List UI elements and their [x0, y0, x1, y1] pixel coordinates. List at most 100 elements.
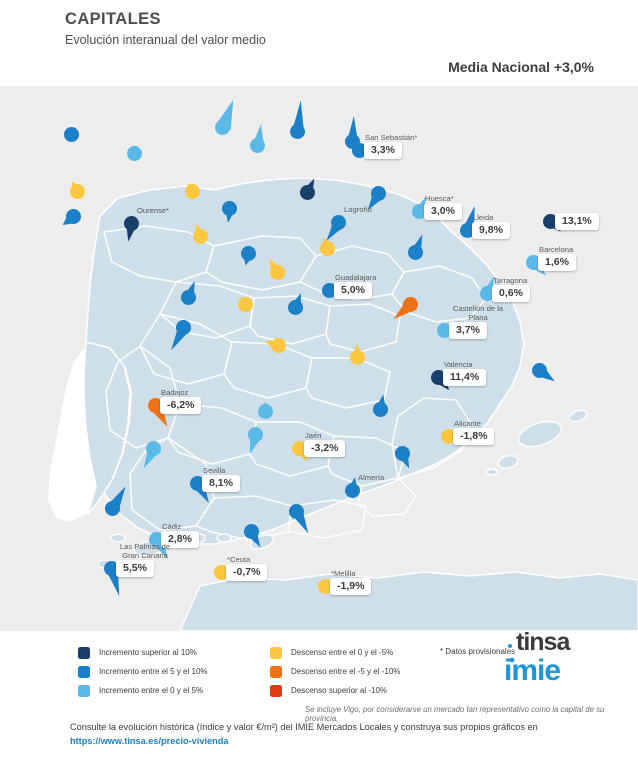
- marker-city-label: Guadalajara: [335, 273, 377, 282]
- marker-value-chip: 3,3%: [364, 142, 402, 159]
- legend: Incremento superior al 10% Incremento ent…: [0, 645, 638, 707]
- marker-city-label: Badajoz: [161, 388, 189, 397]
- national-average-label: Media Nacional +3,0%: [448, 59, 594, 75]
- marker-pin[interactable]: [64, 127, 79, 142]
- legend-label: Incremento superior al 10%: [99, 648, 197, 657]
- spain-map-shape: .land{fill:#cfdfe9;stroke:#ffffff;stroke…: [48, 177, 638, 631]
- marker-city-label: Cádiz: [162, 522, 182, 531]
- marker-pin[interactable]: [441, 429, 456, 444]
- legend-label: Descenso superior al -10%: [291, 686, 388, 695]
- marker-city-label: Alicante: [454, 419, 482, 428]
- marker-pin[interactable]: [480, 286, 495, 301]
- marker-pin[interactable]: [149, 532, 164, 547]
- svg-text:tinsa: tinsa: [516, 628, 571, 656]
- marker-value-chip: 0,6%: [492, 285, 530, 302]
- marker-pin[interactable]: [322, 283, 337, 298]
- marker-pin[interactable]: [176, 320, 191, 335]
- marker-value-chip: -1,8%: [453, 428, 495, 445]
- marker-pin[interactable]: [543, 214, 558, 229]
- marker-pin[interactable]: [148, 398, 163, 413]
- marker-city-label: Lleida: [473, 213, 494, 222]
- marker-pin[interactable]: [352, 143, 367, 158]
- marker-pin[interactable]: [104, 561, 119, 576]
- marker-pin[interactable]: [395, 446, 410, 461]
- marker-pin[interactable]: [526, 255, 541, 270]
- marker-pin[interactable]: [345, 483, 360, 498]
- marker-pin[interactable]: [290, 124, 305, 139]
- marker-value-chip: 11,4%: [443, 369, 487, 386]
- marker-pin[interactable]: [193, 229, 208, 244]
- marker-pin[interactable]: [373, 402, 388, 417]
- marker-pin[interactable]: [190, 476, 205, 491]
- marker-pin[interactable]: [66, 209, 81, 224]
- marker-pin[interactable]: [244, 524, 259, 539]
- marker-pin[interactable]: [215, 120, 230, 135]
- marker-pin[interactable]: [331, 215, 346, 230]
- footer-link[interactable]: https://www.tinsa.es/precio-vivienda: [70, 736, 229, 746]
- marker-value-chip: -3,2%: [304, 440, 346, 457]
- marker-pin[interactable]: [214, 565, 229, 580]
- marker-pin[interactable]: [241, 246, 256, 261]
- legend-label: Descenso entre el 0 y el -5%: [291, 648, 394, 657]
- marker-pin[interactable]: [127, 146, 142, 161]
- marker-city-label: Valencia: [444, 360, 473, 369]
- marker-pin[interactable]: [371, 186, 386, 201]
- marker-pin[interactable]: [408, 245, 423, 260]
- marker-pin[interactable]: [238, 297, 253, 312]
- marker-city-label: *Ceuta: [227, 555, 251, 564]
- marker-city-label: Huesca*: [425, 194, 454, 203]
- marker-value-chip: 3,0%: [424, 203, 462, 220]
- legend-swatch: [270, 647, 282, 659]
- legend-label: Incremento entre el 5 y el 10%: [99, 667, 208, 676]
- marker-pin[interactable]: [146, 441, 161, 456]
- marker-city-label: Jaén: [305, 431, 322, 440]
- marker-pin[interactable]: [105, 501, 120, 516]
- marker-city-label: *Melilla: [331, 569, 356, 578]
- marker-pin[interactable]: [431, 370, 446, 385]
- marker-pin[interactable]: [532, 363, 547, 378]
- marker-pin[interactable]: [70, 184, 85, 199]
- marker-pin[interactable]: [320, 241, 335, 256]
- marker-pin[interactable]: [412, 204, 427, 219]
- marker-pin[interactable]: [403, 297, 418, 312]
- marker-pin[interactable]: [124, 216, 139, 231]
- map-footnote: Se incluye Vigo, por considerarse un mer…: [305, 705, 605, 723]
- marker-pin[interactable]: [222, 201, 237, 216]
- legend-swatch: [270, 685, 282, 697]
- marker-pin[interactable]: [271, 338, 286, 353]
- marker-pin[interactable]: [292, 441, 307, 456]
- marker-pin[interactable]: [318, 579, 333, 594]
- marker-pin[interactable]: [185, 184, 200, 199]
- legend-provisional-note: * Datos provisionales: [440, 647, 516, 656]
- marker-pin[interactable]: [248, 427, 263, 442]
- marker-pin[interactable]: [258, 404, 273, 419]
- map-container: .land{fill:#cfdfe9;stroke:#ffffff;stroke…: [0, 86, 638, 723]
- marker-pin[interactable]: [181, 290, 196, 305]
- legend-swatch: [78, 647, 90, 659]
- marker-city-label: Barcelona: [539, 245, 574, 254]
- marker-value-chip: 1,6%: [538, 254, 576, 271]
- header: CAPITALES Evolución interanual del valor…: [0, 0, 638, 88]
- tinsa-imie-logo: tinsa imie: [498, 624, 608, 687]
- legend-label: Descenso entre el -5 y el -10%: [291, 667, 401, 676]
- marker-pin[interactable]: [250, 138, 265, 153]
- marker-pin[interactable]: [289, 504, 304, 519]
- legend-swatch: [78, 666, 90, 678]
- marker-pin[interactable]: [460, 223, 475, 238]
- marker-value-chip: 9,8%: [472, 222, 510, 239]
- marker-pin[interactable]: [288, 300, 303, 315]
- marker-city-label: Tarragona: [493, 276, 528, 285]
- marker-city-label: San Sebastián*: [365, 133, 418, 142]
- marker-value-chip: -0,7%: [226, 564, 268, 581]
- marker-city-label: Ourense*: [137, 206, 170, 215]
- marker-pin[interactable]: [270, 265, 285, 280]
- marker-city-label: Sevilla: [203, 466, 226, 475]
- marker-city-label: Castellón de la Plana: [452, 304, 504, 322]
- marker-pin[interactable]: [350, 350, 365, 365]
- marker-pin[interactable]: [300, 185, 315, 200]
- marker-value-chip: 5,0%: [334, 282, 372, 299]
- marker-city-label: Almería: [358, 473, 385, 482]
- marker-city-label: Logroño: [344, 205, 372, 214]
- marker-value-chip: 2,8%: [161, 531, 199, 548]
- marker-pin[interactable]: [437, 323, 452, 338]
